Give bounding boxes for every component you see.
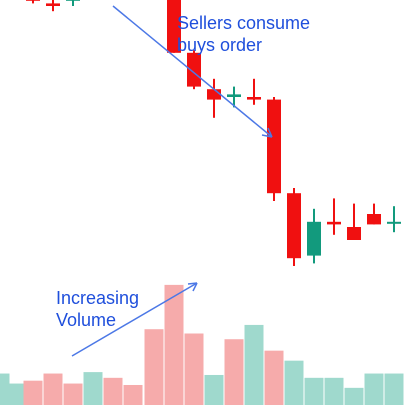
candle-20	[367, 203, 381, 225]
volume-bar-13	[224, 339, 244, 405]
volume-bar-5	[63, 383, 83, 405]
annotation-sellers-line1: Sellers consume	[177, 13, 310, 33]
volume-bar-2	[4, 383, 24, 405]
candles-layer	[26, 0, 401, 266]
volume-bar-18	[324, 377, 344, 405]
volume-bar-11	[184, 333, 204, 405]
candle-5	[66, 0, 80, 6]
volume-layer	[0, 284, 404, 405]
volume-bar-17	[304, 377, 324, 405]
volume-bar-3	[23, 380, 43, 405]
candle-14	[247, 78, 261, 105]
candle-15	[267, 97, 281, 201]
annotation-volume-line1: Increasing	[56, 288, 139, 308]
candle-4	[46, 0, 60, 12]
annotation-volume-line2: Volume	[56, 310, 116, 330]
candle-11	[187, 50, 201, 90]
candle-body	[367, 214, 381, 225]
candle-body	[187, 52, 201, 87]
candle-body	[387, 221, 401, 224]
candle-17	[307, 208, 321, 264]
candle-body	[46, 3, 60, 6]
volume-bar-16	[284, 360, 304, 405]
trend-arrow-top-line	[112, 5, 273, 138]
candle-13	[227, 86, 241, 108]
volume-bar-12	[204, 374, 224, 405]
volume-bar-19	[344, 387, 364, 405]
trend-arrow-top-head	[261, 127, 273, 138]
candle-21	[387, 206, 401, 233]
candle-body	[207, 89, 221, 100]
candle-12	[207, 78, 221, 118]
volume-bar-8	[123, 384, 143, 405]
candle-body	[327, 221, 341, 225]
candle-body	[347, 227, 361, 240]
candle-body	[66, 0, 80, 1]
candle-10	[167, 0, 181, 53]
candle-body	[167, 0, 181, 53]
candle-18	[327, 198, 341, 235]
candle-3	[26, 0, 40, 4]
volume-bar-9	[144, 329, 164, 405]
trend-arrow-bottom-head	[187, 282, 198, 292]
candle-body	[267, 99, 281, 194]
candle-19	[347, 203, 361, 240]
volume-bar-10	[164, 284, 184, 405]
candle-body	[26, 0, 40, 1]
candle-body	[227, 94, 241, 97]
volume-bar-6	[83, 372, 103, 405]
volume-bar-20	[364, 373, 384, 405]
trend-arrow-bottom-line	[71, 282, 198, 357]
volume-bar-4	[43, 373, 63, 405]
candle-body	[307, 221, 321, 256]
volume-bar-7	[103, 377, 123, 405]
volume-bar-21	[384, 373, 404, 405]
candle-16	[287, 188, 301, 266]
annotation-sellers-line2: buys order	[177, 35, 262, 55]
volume-bar-15	[264, 350, 284, 405]
volume-bar-14	[244, 324, 264, 405]
candle-body	[287, 193, 301, 259]
candle-body	[247, 97, 261, 100]
annotation-layer: Sellers consume buys order Increasing Vo…	[56, 5, 310, 357]
